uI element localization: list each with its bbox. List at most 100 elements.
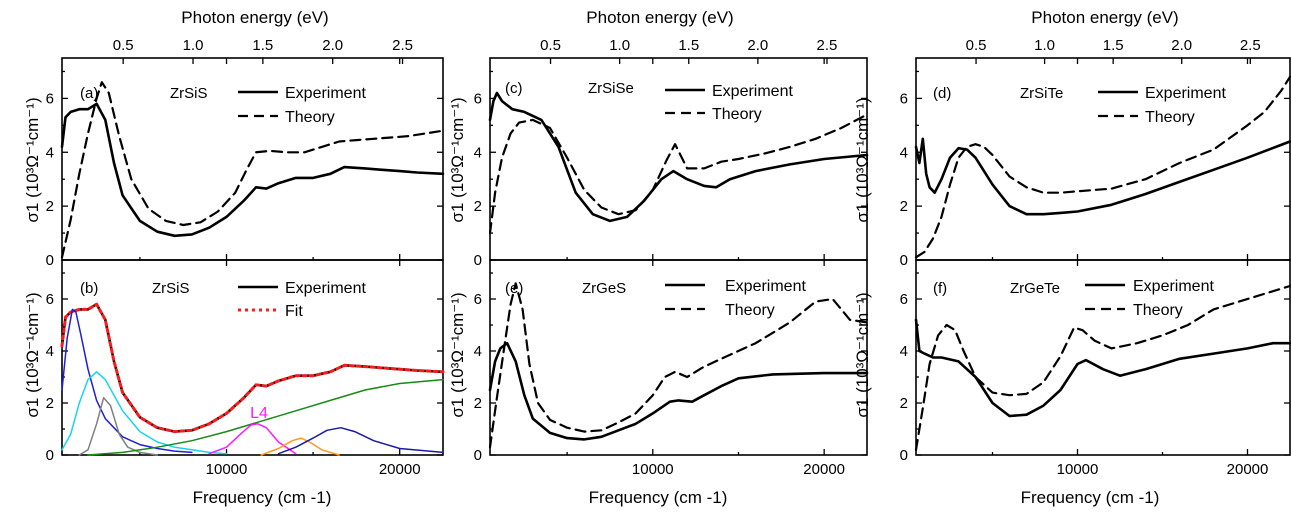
legend-label-experiment: Experiment (1145, 85, 1226, 102)
theory-line (914, 75, 1291, 259)
theory-line (488, 113, 869, 235)
y-tick-label: 6 (900, 291, 908, 308)
panel-d: (d) ZrSiTe Experiment Theory 0 2 4 6 0.5 1.0 1… (900, 37, 1291, 269)
y-tick-label: 4 (474, 343, 482, 360)
x-tick-label: 20000 (379, 461, 421, 478)
legend-label-fit: Fit (285, 303, 303, 320)
x-tick-label: 20000 (1227, 461, 1269, 478)
top-tick-label: 0.5 (966, 37, 987, 54)
legend-label-experiment: Experiment (725, 278, 806, 295)
top-tick-label: 1.5 (252, 37, 273, 54)
y-tick-label: 0 (900, 447, 908, 464)
plot-frame (489, 57, 868, 261)
x-tick-label: 10000 (1057, 461, 1099, 478)
experiment-line (488, 91, 869, 223)
sample-label: ZrSiTe (1020, 85, 1063, 102)
legend-label-experiment: Experiment (285, 85, 366, 102)
y-axis-label-c: σ1 (10³Ω⁻¹cm⁻¹) (448, 97, 467, 222)
plot-frame (915, 259, 1291, 456)
experiment-line (914, 137, 1291, 216)
top-axis-label-col2: Photon energy (eV) (586, 8, 733, 27)
top-tick-label: 1.5 (1103, 37, 1124, 54)
top-tick-label: 0.5 (540, 37, 561, 54)
legend: Experiment Theory (1098, 85, 1226, 126)
panel-label: (a) (80, 85, 98, 102)
top-tick-label: 2.0 (322, 37, 343, 54)
bottom-axis-label-col1: Frequency (cm -1) (193, 488, 332, 507)
panel-label: (d) (933, 85, 951, 102)
x-tick-label: 10000 (632, 461, 674, 478)
y-tick-label: 2 (46, 395, 54, 412)
y-tick-label: 6 (46, 90, 54, 107)
y-axis-label-d: σ1 (10³Ω⁻¹cm⁻¹) (853, 97, 872, 222)
top-tick-label: 0.5 (113, 37, 134, 54)
x-tick-label: 10000 (206, 461, 248, 478)
experiment-line (60, 102, 445, 238)
theory-line (488, 282, 869, 449)
y-tick-label: 0 (474, 447, 482, 464)
top-tick-label: 2.0 (1171, 37, 1192, 54)
y-tick-label: 6 (900, 90, 908, 107)
legend-label-theory: Theory (1145, 109, 1195, 126)
legend-label-experiment: Experiment (712, 83, 793, 100)
y-tick-label: 2 (900, 395, 908, 412)
fit-component-line (208, 423, 297, 455)
top-axis-label-col3: Photon energy (eV) (1031, 8, 1178, 27)
panel-a: (a) ZrSiS Experiment Theory 0 2 4 6 0.5 1.0 1.… (46, 37, 445, 269)
y-tick-label: 6 (474, 291, 482, 308)
y-tick-label: 0 (46, 447, 54, 464)
y-tick-label: 4 (900, 144, 908, 161)
sample-label: ZrSiS (170, 85, 208, 102)
fit-component-line (61, 371, 228, 455)
theory-line (914, 284, 1291, 451)
panel-b: (b) ZrSiS L4 Experiment Fit 0 2 4 6 10000 200… (46, 259, 445, 478)
experiment-line (914, 318, 1291, 418)
top-tick-label: 1.0 (1034, 37, 1055, 54)
bottom-axis-label-col3: Frequency (cm -1) (1021, 488, 1160, 507)
panel-label: (c) (505, 80, 523, 97)
top-tick-label: 2.0 (747, 37, 768, 54)
panel-c: (c) ZrSiSe Experiment Theory 0 2 4 6 0.5 1.0 1… (474, 37, 869, 269)
panel-label: (f) (933, 280, 947, 297)
y-tick-label: 0 (46, 252, 54, 269)
plot-frame (915, 57, 1291, 261)
top-axis-label-col1: Photon energy (eV) (181, 8, 328, 27)
legend: Experiment Theory (665, 278, 806, 319)
y-axis-label-a: σ1 (10³Ω⁻¹cm⁻¹) (23, 97, 42, 222)
sample-label: ZrSiS (152, 280, 190, 297)
sample-label: ZrGeS (582, 280, 626, 297)
top-tick-label: 1.0 (183, 37, 204, 54)
legend-label-experiment: Experiment (1133, 278, 1214, 295)
x-tick-label: 20000 (803, 461, 845, 478)
fit-component-line (277, 426, 444, 455)
y-tick-label: 4 (46, 343, 54, 360)
y-tick-label: 2 (474, 395, 482, 412)
legend-label-theory: Theory (1133, 302, 1183, 319)
y-tick-label: 0 (474, 252, 482, 269)
experiment-line (488, 341, 869, 441)
top-tick-label: 2.5 (817, 37, 838, 54)
sample-label: ZrSiSe (588, 80, 634, 97)
top-tick-label: 2.5 (392, 37, 413, 54)
fit-component-line (61, 308, 193, 454)
legend-label-experiment: Experiment (285, 280, 366, 297)
legend-label-theory: Theory (725, 302, 775, 319)
fit-line (60, 302, 445, 434)
plot-frame (489, 259, 868, 456)
bottom-axis-label-col2: Frequency (cm -1) (589, 488, 728, 507)
y-axis-label-b: σ1 (10³Ω⁻¹cm⁻¹) (23, 292, 42, 417)
legend: Experiment Theory (1085, 278, 1214, 319)
top-tick-label: 2.5 (1240, 37, 1261, 54)
theory-line (60, 81, 445, 259)
legend: Experiment Theory (665, 83, 793, 123)
panel-label: (b) (80, 280, 98, 297)
y-axis-label-f: σ1 (10³Ω⁻¹cm⁻¹) (853, 292, 872, 417)
y-tick-label: 4 (474, 144, 482, 161)
y-tick-label: 4 (900, 343, 908, 360)
y-tick-label: 2 (474, 198, 482, 215)
fit-component-line (87, 378, 444, 456)
legend-label-theory: Theory (712, 106, 762, 123)
top-tick-label: 1.0 (609, 37, 630, 54)
